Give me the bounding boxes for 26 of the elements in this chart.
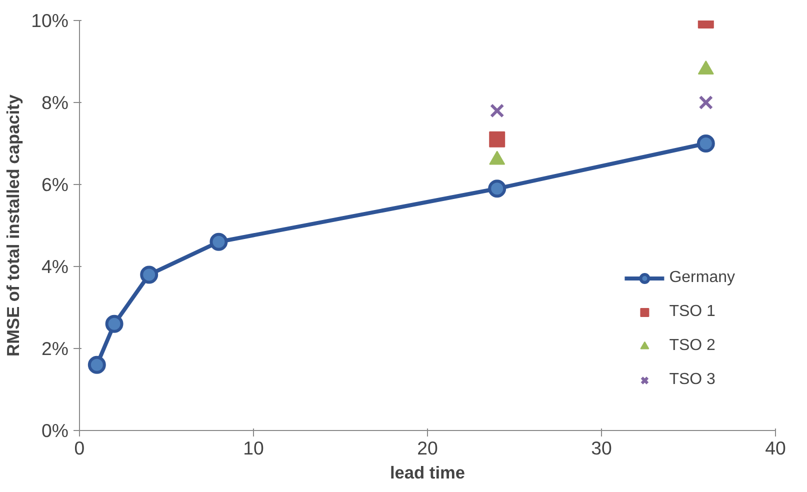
point <box>488 180 506 198</box>
y-tick-label: 4% <box>42 256 69 277</box>
x-tick-label: 10 <box>243 438 264 458</box>
x-tick-label: 30 <box>591 438 612 458</box>
x-tick-label: 20 <box>417 438 438 458</box>
legend-label: Germany <box>669 269 735 287</box>
x-tick-label: 0 <box>74 438 85 458</box>
point <box>696 134 715 152</box>
legend-label: TSO 1 <box>669 303 716 321</box>
point <box>140 266 158 284</box>
point <box>489 131 506 148</box>
x-tick-label: 40 <box>765 438 786 458</box>
point <box>490 104 504 118</box>
point <box>210 232 228 251</box>
y-tick-label: 10% <box>31 10 69 31</box>
point <box>88 356 106 374</box>
point <box>698 95 714 110</box>
y-tick-label: 0% <box>42 420 69 441</box>
y-axis-title: RMSE of total installed capacity <box>3 94 24 356</box>
legend-label: TSO 2 <box>669 337 716 355</box>
legend-label: TSO 3 <box>669 371 716 389</box>
y-tick-label: 8% <box>42 92 69 113</box>
point <box>105 314 124 333</box>
x-axis-title: lead time <box>390 462 466 482</box>
y-tick-label: 2% <box>42 338 69 359</box>
y-tick-label: 6% <box>42 174 69 195</box>
